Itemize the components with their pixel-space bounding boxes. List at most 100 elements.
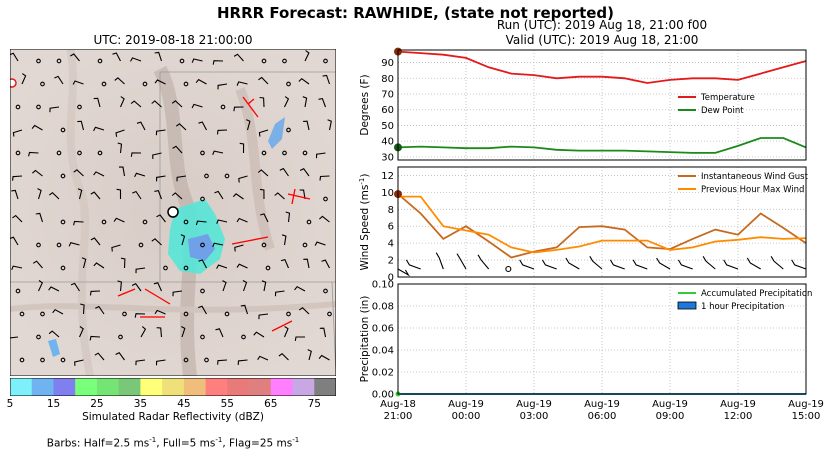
corner-marker	[10, 78, 17, 88]
wind-barb	[94, 352, 105, 361]
calm-wind-circle	[200, 334, 205, 340]
calm-wind-circle	[323, 58, 328, 64]
colorbar-tick-label: 45	[177, 398, 191, 410]
wind-barb	[280, 259, 290, 269]
panel-frame	[397, 49, 807, 161]
y-axis-label: Degrees (F)	[359, 74, 371, 135]
legend: Temperature Dew Point	[678, 93, 755, 116]
chart-panel-1: 30 40 50 60 70 80 90 Degrees (F) Temperature Dew …	[359, 47, 807, 163]
calm-wind-circle	[261, 150, 267, 156]
wind-barb	[171, 192, 183, 200]
calm-wind-circle	[60, 173, 66, 179]
wind-barb	[609, 259, 625, 270]
x-tick-label-time: 06:00	[588, 411, 617, 422]
wind-barb	[156, 327, 163, 338]
calm-wind-circle	[36, 334, 41, 340]
calm-wind-circle	[97, 58, 103, 64]
calm-wind-circle	[101, 81, 107, 87]
wind-barb	[253, 331, 265, 338]
wind-barb	[130, 57, 142, 62]
legend-entry: Accumulated Precipitation	[701, 289, 812, 299]
calm-wind-circle	[183, 81, 189, 87]
wind-barb	[31, 124, 43, 131]
wind-barb	[74, 359, 84, 366]
calm-wind-circle	[183, 265, 189, 271]
wind-barb	[68, 242, 80, 247]
calm-wind-circle	[138, 242, 144, 248]
y-tick-label: 40	[381, 137, 394, 148]
calm-wind-circle	[261, 58, 267, 64]
wind-barb	[21, 73, 27, 85]
wind-barb	[222, 280, 227, 292]
wind-barb	[216, 264, 228, 269]
calm-wind-circle	[505, 265, 512, 273]
calm-wind-circle	[122, 311, 127, 317]
wind-barb	[72, 80, 84, 85]
wind-barb	[152, 152, 162, 160]
wind-barb	[327, 119, 332, 131]
wind-barb	[151, 238, 162, 246]
wind-barb	[257, 355, 269, 361]
wind-barb	[236, 263, 248, 269]
wind-barb	[54, 75, 64, 85]
wind-barb	[281, 234, 287, 246]
colorbar-tick-label: 35	[133, 398, 148, 410]
calm-wind-circle	[200, 288, 205, 294]
wind-barb	[73, 169, 84, 177]
calm-wind-circle	[36, 242, 41, 248]
colorbar-tick-label: 75	[307, 398, 321, 410]
colorbar-swatch	[118, 378, 141, 396]
calm-wind-circle	[183, 219, 189, 225]
wind-barb	[195, 78, 207, 85]
calm-wind-circle	[302, 242, 308, 248]
wind-barb	[302, 96, 308, 108]
wind-barb	[32, 169, 43, 177]
wind-barb	[12, 175, 23, 181]
calm-wind-circle	[56, 150, 62, 156]
radar-echoes	[48, 117, 285, 357]
figure-title: HRRR Forecast: RAWHIDE, (state not repor…	[216, 4, 615, 22]
wind-barb	[318, 354, 330, 361]
calm-wind-circle	[323, 196, 328, 202]
y-tick-label: 50	[381, 121, 394, 132]
wind-barb	[198, 259, 207, 269]
wind-barb	[11, 189, 19, 200]
wind-barb	[299, 189, 306, 200]
x-tick-label-day: Aug-19	[652, 399, 688, 410]
wind-barb	[155, 129, 166, 136]
wind-barb	[240, 304, 249, 315]
wind-barb	[112, 52, 121, 62]
calm-wind-circle	[261, 242, 267, 248]
colorbar-swatch	[249, 378, 272, 396]
wind-barb	[294, 285, 306, 292]
wind-barb	[115, 129, 125, 137]
wind-barb	[541, 259, 557, 270]
wind-barb	[154, 309, 166, 315]
colorbar-tick-label: 5	[6, 398, 14, 410]
y-tick-label: 8	[388, 205, 394, 216]
wind-barb	[48, 330, 60, 338]
wind-barb	[154, 79, 166, 85]
wind-barb	[119, 166, 126, 177]
wind-barb	[93, 97, 101, 108]
wind-barb	[258, 313, 269, 320]
x-tick-label-time: 03:00	[520, 411, 549, 422]
colorbar-swatch	[183, 378, 206, 396]
colorbar-swatch	[205, 378, 228, 396]
wind-barb	[233, 106, 244, 112]
wind-barb	[195, 220, 207, 226]
wind-barb	[48, 191, 60, 200]
wind-barb	[212, 60, 224, 65]
barb-note-full: , Full=5 ms	[156, 437, 216, 450]
x-tick-label-time: 00:00	[452, 411, 481, 422]
wind-barb	[156, 175, 166, 182]
wind-barb	[12, 214, 23, 223]
legend-entry: Previous Hour Max Wind	[701, 185, 804, 195]
wind-barb	[153, 282, 163, 292]
red-barbs	[117, 96, 311, 332]
wind-barb	[303, 258, 310, 269]
colorbar-swatch	[140, 378, 163, 396]
barb-note-sup2: -1	[215, 436, 223, 444]
wind-barb	[117, 142, 123, 154]
wind-barb	[236, 217, 248, 223]
